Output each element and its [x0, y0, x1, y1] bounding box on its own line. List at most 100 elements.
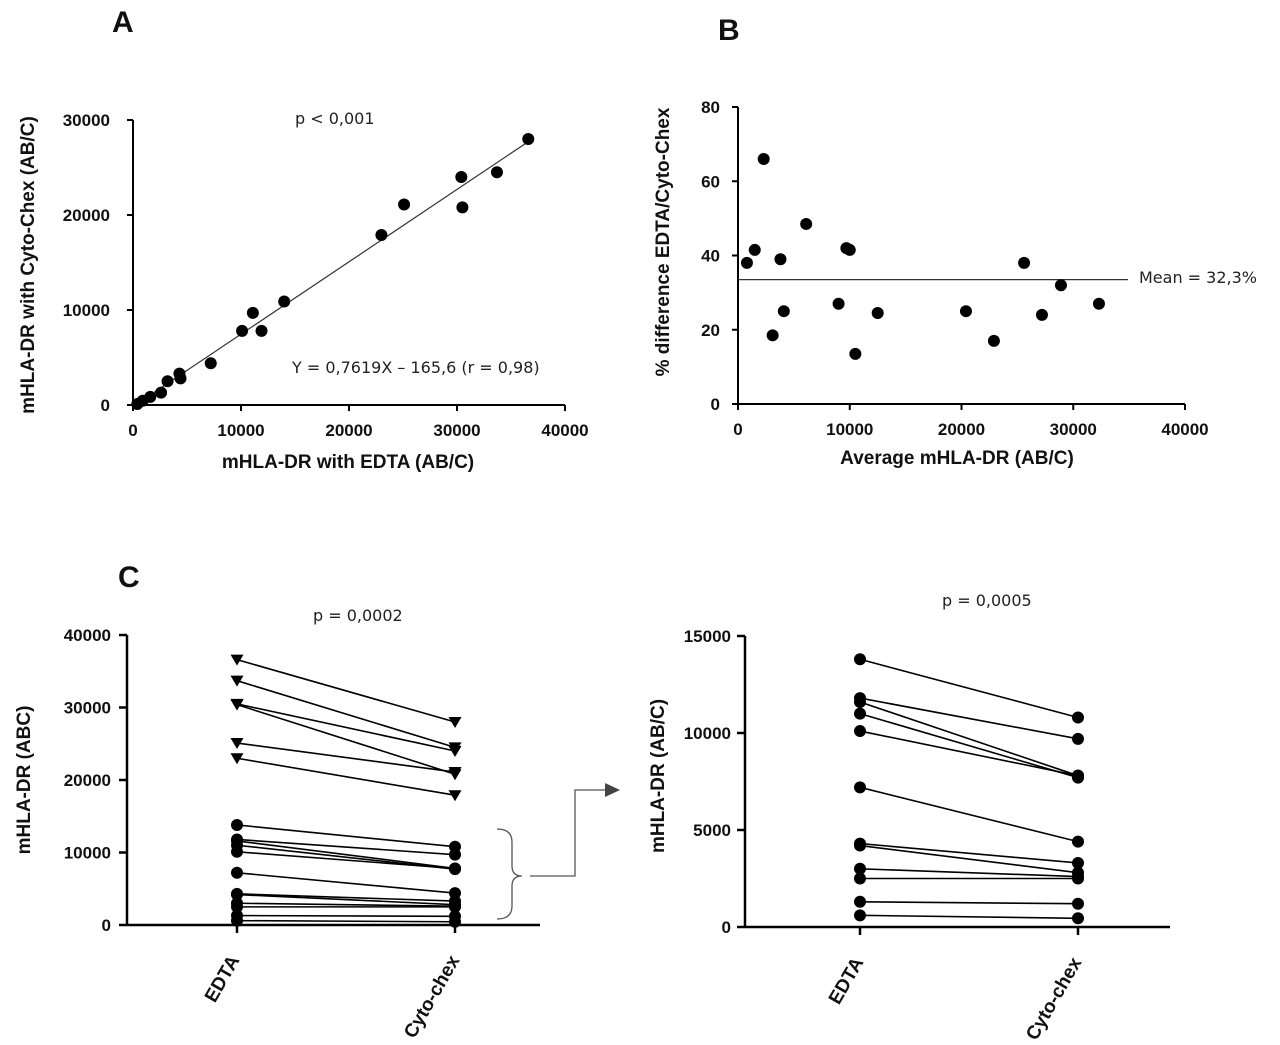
panel-a-y-tick-label: 30000: [63, 111, 110, 130]
panel-a-point: [522, 133, 535, 145]
panel-c-left-edta-triangle-point: [230, 699, 244, 711]
panel-b-point: [800, 217, 813, 230]
zoom-bracket-arrow: [496, 783, 620, 920]
panel-c-left-y-tick-label: 10000: [64, 844, 111, 863]
panel-a-y-tick-label: 10000: [63, 301, 110, 320]
panel-c-right-pair-line: [859, 712, 1079, 779]
panel-c-right-edta-point: [854, 862, 866, 875]
panel-c-right-p-value: p = 0,0005: [942, 591, 1032, 610]
panel-c-right-pair-line: [859, 658, 1079, 719]
panel-b-point: [748, 243, 761, 256]
panel-c-left-category-cytochex: Cyto-chex: [400, 952, 464, 1042]
panel-b-x-tick-label: 30000: [1050, 420, 1097, 439]
panel-c-left-category-edta: EDTA: [201, 952, 244, 1006]
panel-b-x-axis-label: Average mHLA-DR (AB/C): [840, 448, 1074, 469]
panel-b-x-tick-label: 10000: [826, 420, 873, 439]
panel-a-point: [144, 390, 157, 403]
panel-c-right-pair-line: [859, 697, 1079, 740]
panel-c-right-cytochex-point: [1072, 711, 1084, 724]
panel-a-x-tick-label: 10000: [217, 421, 264, 440]
panel-c-right-pair-line: [859, 842, 1079, 864]
panel-c-right-cytochex-point: [1072, 897, 1084, 910]
panel-c-left-edta-triangle-point: [230, 654, 244, 666]
panel-b-x-tick-label: 20000: [938, 420, 985, 439]
panel-c-right-cytochex-point: [1072, 912, 1084, 925]
panel-c-right-edta-point: [854, 695, 866, 708]
panel-b-point: [843, 243, 856, 256]
panel-b-mean-label: Mean = 32,3%: [1139, 268, 1257, 287]
panel-label-b: B: [718, 14, 740, 47]
panel-c-left-cytochex-circle-point: [449, 848, 461, 861]
panel-c-left-edta-circle-point: [231, 845, 243, 858]
panel-c-right-edta-point: [854, 725, 866, 738]
panel-b-point: [832, 297, 845, 310]
panel-a-p-value: p < 0,001: [295, 109, 375, 128]
panel-a-point: [278, 295, 291, 308]
panel-b-point: [1092, 297, 1105, 310]
panel-c-left-pair-line: [236, 902, 456, 907]
panel-b-point: [849, 347, 862, 360]
panel-c-left-cytochex-circle-point: [449, 915, 461, 928]
panel-b-y-tick-label: 0: [711, 395, 720, 414]
panel-c-right-y-tick-label: 10000: [684, 724, 731, 743]
panel-c-right-edta-point: [854, 895, 866, 908]
panel-a-point: [155, 386, 168, 399]
panel-a-point: [161, 375, 174, 388]
panel-b-point: [766, 329, 779, 342]
panel-c-left-pair-line: [236, 850, 456, 870]
panel-c-right-paired: p = 0,0005 mHLA-DR (AB/C) EDTA Cyto-chex…: [648, 591, 1170, 1044]
panel-c-right-edta-point: [854, 781, 866, 794]
panel-a-point: [246, 306, 259, 319]
panel-a-regression-equation: Y = 0,7619X – 165,6 (r = 0,98): [291, 358, 540, 377]
panel-c-right-pair-line: [859, 844, 1079, 874]
panel-c-right-pair-line: [859, 868, 1079, 878]
panel-c-left-cytochex-circle-point: [449, 862, 461, 875]
panel-c-left-edta-circle-point: [231, 900, 243, 913]
panel-a-point: [255, 324, 268, 337]
panel-c-left-pair-line: [236, 893, 456, 906]
panel-c-left-pair-line: [236, 658, 456, 723]
panel-b-y-tick-label: 60: [701, 172, 720, 191]
panel-c-left-cytochex-triangle-point: [448, 746, 462, 757]
panel-a-x-tick-label: 0: [128, 421, 137, 440]
panel-c-left-pair-line: [236, 824, 456, 848]
panel-a-y-axis-label: mHLA-DR with Cyto-Chex (AB/C): [18, 116, 39, 414]
panel-b-y-axis-label: % difference EDTA/Cyto-Chex: [653, 107, 674, 376]
panel-c-left-pair-line: [236, 703, 456, 775]
panel-c-right-y-tick-label: 5000: [693, 821, 731, 840]
panel-c-left-edta-triangle-point: [230, 753, 244, 765]
panel-c-right-cytochex-point: [1072, 856, 1084, 869]
panel-b-scatter: Average mHLA-DR (AB/C) % difference EDTA…: [653, 98, 1257, 469]
panel-b-point: [757, 152, 770, 165]
panel-c-left-pair-line: [236, 872, 456, 894]
panel-c-left-y-tick-label: 0: [102, 916, 111, 935]
panel-c-left-pair-line: [236, 893, 456, 902]
panel-b-point: [774, 253, 787, 266]
panel-a-point: [204, 357, 217, 370]
panel-a-x-tick-label: 40000: [541, 421, 588, 440]
panel-c-left-pair-line: [236, 838, 456, 856]
panel-a-point: [490, 166, 503, 179]
panel-c-left-paired: p = 0,0002 mHLA-DR (ABC) EDTA Cyto-chex …: [14, 606, 540, 1042]
panel-a-point: [398, 198, 411, 211]
panel-b-point: [959, 305, 972, 318]
panel-c-right-cytochex-point: [1072, 835, 1084, 848]
panel-c-left-pair-line: [236, 742, 456, 773]
zoom-connector-line: [530, 789, 605, 877]
panel-c-right-cytochex-point: [1072, 732, 1084, 745]
panel-c-right-y-tick-label: 0: [722, 918, 731, 937]
zoom-bracket: [496, 828, 523, 920]
panel-b-point: [777, 305, 790, 318]
panel-c-left-pair-line: [236, 840, 456, 870]
panel-c-left-y-tick-label: 20000: [64, 771, 111, 790]
panel-a-x-tick-label: 30000: [433, 421, 480, 440]
panel-c-left-pair-line: [236, 679, 456, 749]
panel-c-right-pair-line: [859, 730, 1079, 777]
panel-c-left-pair-line: [236, 914, 456, 918]
panel-c-right-pair-line: [859, 914, 1079, 920]
panel-c-left-edta-triangle-point: [230, 675, 244, 687]
panel-b-y-tick-label: 20: [701, 321, 720, 340]
panel-c-right-y-tick-label: 15000: [684, 627, 731, 646]
panel-c-right-category-cytochex: Cyto-chex: [1022, 954, 1086, 1044]
panel-c-right-edta-point: [854, 872, 866, 885]
